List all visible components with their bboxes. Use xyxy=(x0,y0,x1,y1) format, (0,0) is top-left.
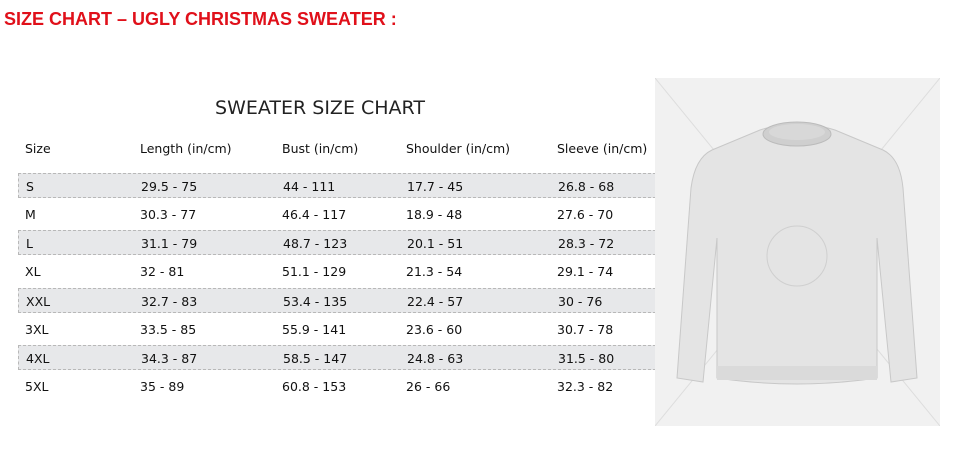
cell-shoulder: 20.1 - 51 xyxy=(407,236,464,252)
cell-sleeve: 32.3 - 82 xyxy=(557,378,614,394)
cell-sleeve: 30 - 76 xyxy=(558,293,603,309)
table-row: 3XL 33.5 - 85 55.9 - 141 23.6 - 60 30.7 - 78 xyxy=(18,317,656,342)
table-row: 5XL 35 - 89 60.8 - 153 26 - 66 32.3 - 82 xyxy=(18,374,656,399)
cell-shoulder: 21.3 - 54 xyxy=(406,264,463,280)
table-row: M 30.3 - 77 46.4 - 117 18.9 - 48 27.6 - 70 xyxy=(18,202,656,227)
cell-size: XL xyxy=(25,264,41,280)
cell-sleeve: 31.5 - 80 xyxy=(558,351,615,367)
cell-sleeve: 30.7 - 78 xyxy=(557,321,614,337)
cell-length: 33.5 - 85 xyxy=(140,321,197,337)
sweater-image xyxy=(654,77,941,427)
cell-sleeve: 27.6 - 70 xyxy=(557,206,614,222)
cell-shoulder: 22.4 - 57 xyxy=(407,293,464,309)
cell-shoulder: 17.7 - 45 xyxy=(407,179,464,194)
cell-shoulder: 24.8 - 63 xyxy=(407,351,464,367)
cell-bust: 55.9 - 141 xyxy=(282,321,347,337)
table-header: Size Length (in/cm) Bust (in/cm) Shoulde… xyxy=(18,136,656,161)
table-row: 4XL 34.3 - 87 58.5 - 147 24.8 - 63 31.5 - 80 xyxy=(18,345,656,371)
header-sleeve: Sleeve (in/cm) xyxy=(557,141,648,156)
page-title: SIZE CHART – UGLY CHRISTMAS SWEATER : xyxy=(4,9,397,29)
cell-bust: 60.8 - 153 xyxy=(282,378,347,394)
cell-size: 3XL xyxy=(25,321,49,337)
cell-size: XXL xyxy=(26,293,51,309)
cell-bust: 53.4 - 135 xyxy=(283,293,348,309)
cell-length: 29.5 - 75 xyxy=(141,179,198,194)
chart-title: SWEATER SIZE CHART xyxy=(215,97,425,119)
header-size: Size xyxy=(25,141,51,156)
cell-bust: 46.4 - 117 xyxy=(282,206,347,222)
table-row: XXL 32.7 - 83 53.4 - 135 22.4 - 57 30 - 76 xyxy=(18,287,656,313)
cell-size: L xyxy=(26,236,33,252)
cell-bust: 58.5 - 147 xyxy=(283,351,348,367)
cell-shoulder: 23.6 - 60 xyxy=(406,321,463,337)
table-row: S 29.5 - 75 44 - 111 17.7 - 45 26.8 - 68 xyxy=(18,173,656,198)
cell-size: S xyxy=(26,179,34,194)
cell-bust: 51.1 - 129 xyxy=(282,264,347,280)
header-shoulder: Shoulder (in/cm) xyxy=(406,141,511,156)
cell-length: 31.1 - 79 xyxy=(141,236,198,252)
cell-size: M xyxy=(25,206,36,222)
cell-shoulder: 18.9 - 48 xyxy=(406,206,463,222)
cell-sleeve: 26.8 - 68 xyxy=(558,179,615,194)
cell-length: 32.7 - 83 xyxy=(141,293,198,309)
cell-sleeve: 28.3 - 72 xyxy=(558,236,615,252)
sweater-icon xyxy=(654,77,941,427)
cell-shoulder: 26 - 66 xyxy=(406,378,451,394)
cell-length: 35 - 89 xyxy=(140,378,185,394)
cell-length: 34.3 - 87 xyxy=(141,351,198,367)
header-length: Length (in/cm) xyxy=(140,141,232,156)
cell-size: 4XL xyxy=(26,351,50,367)
cell-length: 32 - 81 xyxy=(140,264,185,280)
cell-bust: 44 - 111 xyxy=(283,179,336,194)
table-row: XL 32 - 81 51.1 - 129 21.3 - 54 29.1 - 74 xyxy=(18,259,656,284)
cell-length: 30.3 - 77 xyxy=(140,206,197,222)
cell-size: 5XL xyxy=(25,378,49,394)
cell-sleeve: 29.1 - 74 xyxy=(557,264,614,280)
cell-bust: 48.7 - 123 xyxy=(283,236,348,252)
table-row: L 31.1 - 79 48.7 - 123 20.1 - 51 28.3 - 72 xyxy=(18,230,656,256)
header-bust: Bust (in/cm) xyxy=(282,141,359,156)
